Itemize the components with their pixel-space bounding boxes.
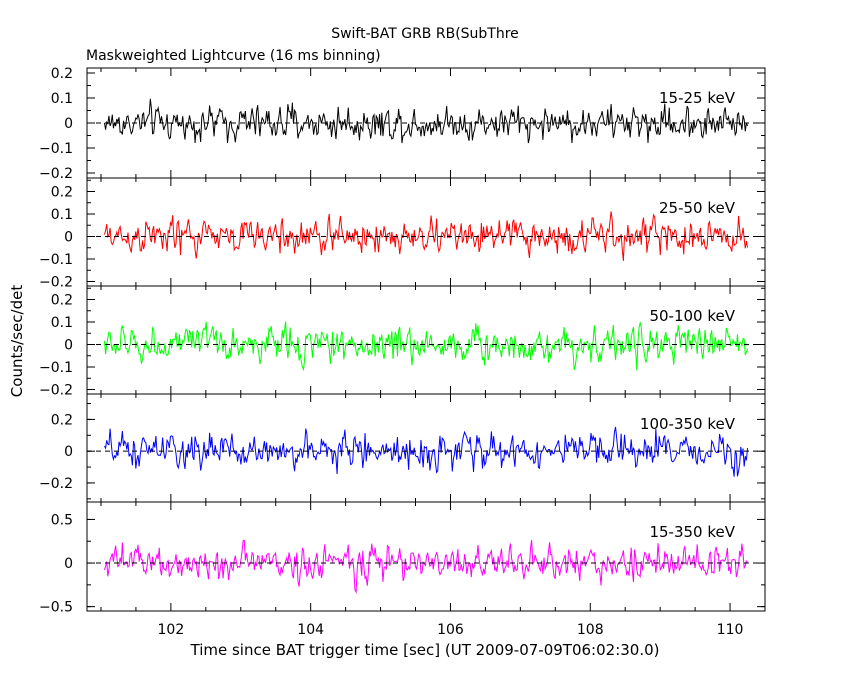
y-tick-label: 0.1 <box>51 315 73 331</box>
y-tick-label: 0.2 <box>51 293 73 309</box>
y-tick-label: 0.1 <box>51 91 73 107</box>
chart-subtitle: Maskweighted Lightcurve (16 ms binning) <box>86 48 381 64</box>
y-tick-label: −0.2 <box>39 476 73 492</box>
y-tick-label: 0 <box>64 230 73 246</box>
y-tick-label: −0.2 <box>39 166 73 182</box>
lightcurve-series-25-50-kev <box>103 211 749 261</box>
x-axis: 102 104 106 108 110 <box>158 622 744 638</box>
x-axis-label: Time since BAT trigger time [sec] (UT 20… <box>190 641 660 659</box>
band-label-15-25-kev: 15-25 keV <box>659 89 736 107</box>
y-tick-label: 0.1 <box>51 207 73 223</box>
y-tick-label: −0.2 <box>39 275 73 291</box>
band-label-15-350-kev: 15-350 keV <box>649 523 735 541</box>
x-tick-label: 104 <box>297 622 324 638</box>
y-tick-label: 0.5 <box>51 512 73 528</box>
y-tick-label: 0 <box>64 338 73 354</box>
y-tick-label: −0.2 <box>39 383 73 399</box>
y-tick-label: 0 <box>64 556 73 572</box>
y-tick-label: −0.1 <box>39 252 73 268</box>
panel-15-25-kev: 0.2 0.1 0 −0.1 −0.2 15-25 keV <box>39 66 766 182</box>
band-label-25-50-kev: 25-50 keV <box>659 199 736 217</box>
y-tick-label: 0.2 <box>51 66 73 82</box>
y-tick-label: 0 <box>64 116 73 132</box>
lightcurve-series-100-350-kev <box>104 426 749 477</box>
x-tick-label: 106 <box>437 622 464 638</box>
x-tick-label: 108 <box>577 622 604 638</box>
lightcurve-series-15-350-kev <box>103 539 748 595</box>
x-tick-label: 110 <box>717 622 744 638</box>
y-axis-label: Counts/sec/det <box>8 285 26 398</box>
x-tick-label: 102 <box>158 622 185 638</box>
panels-group: 0.2 0.1 0 −0.1 −0.2 15-25 keV 0.2 0.1 0 −0.1 −0.2 2… <box>39 66 766 616</box>
y-tick-label: −0.1 <box>39 141 73 157</box>
panel-frame-15-350-kev <box>86 501 766 612</box>
panel-25-50-kev: 0.2 0.1 0 −0.1 −0.2 25-50 keV <box>39 177 766 291</box>
lightcurve-series-50-100-kev <box>103 321 749 372</box>
y-tick-label: 0.2 <box>51 185 73 201</box>
y-tick-label: 0.2 <box>51 412 73 428</box>
y-tick-label: 0 <box>64 444 73 460</box>
panel-50-100-kev: 0.2 0.1 0 −0.1 −0.2 50-100 keV <box>39 285 766 399</box>
band-label-50-100-kev: 50-100 keV <box>649 307 735 325</box>
y-tick-label: −0.5 <box>39 600 73 616</box>
panel-15-350-kev: 0.5 0 −0.5 15-350 keV <box>39 501 766 616</box>
y-tick-label: −0.1 <box>39 360 73 376</box>
panel-frame-25-50-kev <box>86 177 766 287</box>
band-label-100-350-kev: 100-350 keV <box>640 415 736 433</box>
chart-title: Swift-BAT GRB RB(SubThre <box>331 26 519 42</box>
lightcurve-series-15-25-kev <box>103 98 749 144</box>
panel-100-350-kev: 0.2 0 −0.2 100-350 keV <box>39 393 766 503</box>
